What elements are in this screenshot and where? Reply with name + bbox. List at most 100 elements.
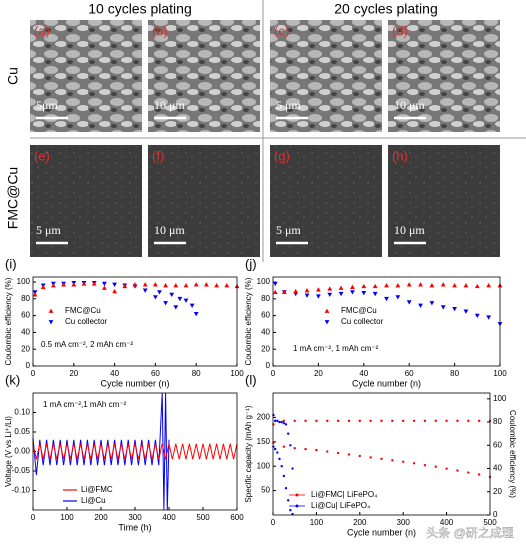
panel-label: (l) <box>245 372 257 387</box>
data-point <box>224 282 230 288</box>
series-line <box>32 392 170 511</box>
x-tick-label: 0 <box>271 518 276 527</box>
data-point <box>286 499 290 502</box>
row-label: Cu <box>5 67 21 85</box>
image-label: (c) <box>274 23 289 38</box>
x-tick-label: 20 <box>314 369 323 378</box>
data-point <box>293 288 299 294</box>
data-point <box>326 450 329 453</box>
data-point <box>293 446 296 450</box>
data-point <box>423 464 427 467</box>
data-point <box>380 419 383 423</box>
data-point <box>477 473 481 476</box>
data-point <box>395 282 401 288</box>
x-axis-title: Cycle number (n) <box>352 378 421 388</box>
x-axis-title: Cycle number (n) <box>347 527 416 537</box>
annotation: 1 mA cm⁻²,1 mAh cm⁻² <box>43 400 126 409</box>
legend-label: Cu collector <box>341 317 384 326</box>
data-point <box>193 282 199 287</box>
data-point <box>282 445 286 448</box>
data-point <box>391 459 394 462</box>
x-tick-label: 60 <box>151 369 160 378</box>
y-tick-label: 200 <box>257 413 271 422</box>
data-point <box>412 419 416 423</box>
data-point <box>272 423 275 426</box>
y-tick-label: 100 <box>257 461 271 470</box>
scale-label: 5μm <box>36 98 58 112</box>
y2-tick-label: 60 <box>493 440 502 449</box>
legend-label: Cu collector <box>65 317 108 326</box>
data-point <box>445 467 448 470</box>
y-tick-label: -0.10 <box>12 486 31 495</box>
data-point <box>272 441 275 444</box>
data-point <box>467 471 470 474</box>
data-point <box>284 423 288 426</box>
y-tick-label: 0.10 <box>14 408 30 417</box>
y-tick-label: 20 <box>261 344 270 353</box>
sem-image <box>30 145 142 257</box>
data-point <box>293 419 296 423</box>
data-point <box>193 312 199 317</box>
image-label: (e) <box>34 148 50 163</box>
y2-tick-label: 0 <box>493 510 498 519</box>
y2-tick-label: 80 <box>493 417 502 426</box>
data-point <box>173 282 179 288</box>
data-point <box>486 282 492 288</box>
data-point <box>486 315 492 320</box>
data-point <box>51 282 56 288</box>
y-tick-label: 40 <box>21 328 30 337</box>
data-point <box>429 282 435 288</box>
data-point <box>122 283 128 289</box>
data-point <box>402 419 405 423</box>
y-tick-label: 0.00 <box>14 447 30 456</box>
y2-tick-label: 40 <box>493 464 502 473</box>
legend-label: FMC@Cu <box>341 306 377 315</box>
panel-label: (j) <box>245 256 257 271</box>
legend-label: Li@FMC <box>81 485 113 494</box>
data-point <box>157 290 162 295</box>
data-point <box>278 457 281 461</box>
data-point <box>327 286 333 291</box>
data-point <box>412 462 416 465</box>
y2-tick-label: 100 <box>493 394 507 403</box>
y2-tick-label: 20 <box>493 487 502 496</box>
data-point <box>295 504 299 508</box>
data-point <box>445 419 448 423</box>
y-tick-label: 100 <box>257 277 271 286</box>
data-point <box>153 295 158 300</box>
x-tick-label: 500 <box>483 518 497 527</box>
y-tick-label: 60 <box>21 311 30 320</box>
data-point <box>338 285 344 290</box>
legend-label: Li@Cu <box>81 496 106 505</box>
y-tick-label: 60 <box>261 311 270 320</box>
data-point <box>361 291 367 296</box>
data-point <box>326 419 329 423</box>
data-point <box>142 282 148 287</box>
watermark: 头条 @研之成理 <box>426 526 514 540</box>
scale-label: 5 μm <box>36 223 61 237</box>
y-axis-title: Coulombic efficiency (%) <box>4 277 13 365</box>
data-point <box>324 320 330 325</box>
data-point <box>189 303 195 308</box>
sem-image <box>270 20 382 132</box>
data-point <box>423 419 427 423</box>
data-point <box>280 420 283 424</box>
data-point <box>286 432 290 435</box>
data-point <box>336 419 340 423</box>
data-point <box>169 292 175 298</box>
sem-image <box>270 145 382 257</box>
data-point <box>276 419 279 423</box>
data-point <box>324 308 330 313</box>
annotation: 1 mA cm⁻², 1 mAh cm⁻² <box>293 344 379 353</box>
data-point <box>81 281 87 286</box>
data-point <box>418 303 423 308</box>
plot-frame <box>272 392 491 516</box>
y-tick-label: 0 <box>266 361 271 370</box>
data-point <box>395 295 401 300</box>
data-point <box>132 282 138 287</box>
data-point <box>463 282 469 288</box>
x-tick-label: 600 <box>230 513 244 522</box>
data-point <box>452 282 457 288</box>
data-point <box>402 460 405 464</box>
data-point <box>276 451 279 454</box>
